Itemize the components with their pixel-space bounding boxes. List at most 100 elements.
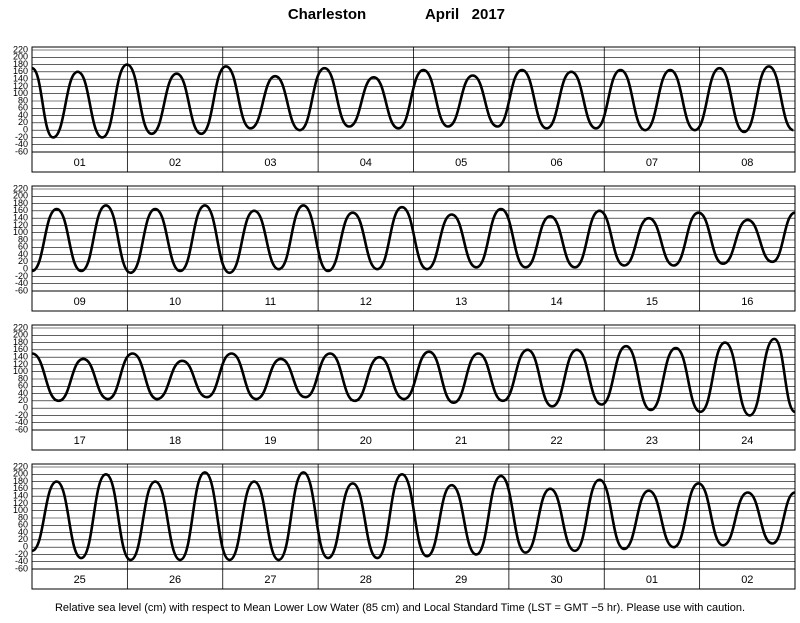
- day-label: 01: [646, 574, 658, 586]
- day-label: 21: [455, 435, 467, 447]
- y-tick-label: 180: [13, 337, 28, 347]
- y-tick-label: 220: [13, 44, 28, 54]
- y-tick-label: 180: [13, 59, 28, 69]
- y-tick-label: 40: [18, 388, 28, 398]
- day-label: 02: [741, 574, 753, 586]
- y-tick-label: 80: [18, 512, 28, 522]
- y-tick-label: 120: [13, 220, 28, 230]
- day-label: 26: [169, 574, 181, 586]
- day-label: 12: [360, 296, 372, 308]
- day-label: 23: [646, 435, 658, 447]
- y-tick-label: 180: [13, 476, 28, 486]
- y-tick-label: 120: [13, 498, 28, 508]
- panel-frame: [31, 185, 796, 312]
- footer-note: Relative sea level (cm) with respect to …: [55, 602, 745, 614]
- y-tick-label: 140: [13, 352, 28, 362]
- y-tick-label: 0: [23, 403, 28, 413]
- day-label: 22: [550, 435, 562, 447]
- day-label: 25: [74, 574, 86, 586]
- day-label: 07: [646, 157, 658, 169]
- day-label: 15: [646, 296, 658, 308]
- y-tick-label: 160: [13, 205, 28, 215]
- y-tick-label: -40: [15, 417, 28, 427]
- tide-line: [31, 63, 794, 139]
- day-label: 10: [169, 296, 181, 308]
- day-label: 29: [455, 574, 467, 586]
- panel-frame: [31, 324, 796, 451]
- y-tick-label: 140: [13, 213, 28, 223]
- y-tick-label: 0: [23, 264, 28, 274]
- y-tick-label: 200: [13, 469, 28, 479]
- y-tick-label: 100: [13, 505, 28, 515]
- y-tick-label: 120: [13, 359, 28, 369]
- y-tick-label: 220: [13, 183, 28, 193]
- day-label: 03: [264, 157, 276, 169]
- y-tick-label: 40: [18, 110, 28, 120]
- tide-line: [31, 471, 796, 562]
- y-tick-label: 20: [18, 256, 28, 266]
- y-tick-label: -60: [15, 563, 28, 573]
- day-label: 19: [264, 435, 276, 447]
- day-label: 11: [265, 296, 276, 308]
- tide-line: [31, 204, 796, 275]
- y-tick-label: -20: [15, 132, 28, 142]
- y-tick-label: 180: [13, 198, 28, 208]
- y-tick-label: 200: [13, 52, 28, 62]
- y-tick-label: 100: [13, 88, 28, 98]
- y-tick-label: 80: [18, 373, 28, 383]
- y-tick-label: 20: [18, 117, 28, 127]
- y-tick-label: 160: [13, 483, 28, 493]
- y-tick-label: 220: [13, 461, 28, 471]
- y-tick-label: 80: [18, 95, 28, 105]
- y-tick-label: 100: [13, 366, 28, 376]
- y-tick-label: 200: [13, 330, 28, 340]
- tide-line: [31, 337, 796, 417]
- y-tick-label: 80: [18, 234, 28, 244]
- day-label: 17: [74, 435, 86, 447]
- y-tick-label: 140: [13, 491, 28, 501]
- title-location: Charleston: [288, 6, 366, 23]
- y-tick-label: 40: [18, 527, 28, 537]
- y-tick-label: 160: [13, 66, 28, 76]
- title-period: April 2017: [425, 6, 505, 23]
- y-tick-label: -60: [15, 285, 28, 295]
- y-tick-label: 60: [18, 520, 28, 530]
- y-tick-label: -60: [15, 146, 28, 156]
- day-label: 01: [74, 157, 86, 169]
- y-tick-label: 200: [13, 191, 28, 201]
- day-label: 09: [74, 296, 86, 308]
- panel-frame: [31, 46, 796, 173]
- y-tick-label: -40: [15, 556, 28, 566]
- y-tick-label: 60: [18, 103, 28, 113]
- y-tick-label: -40: [15, 278, 28, 288]
- day-label: 04: [360, 157, 372, 169]
- day-label: 06: [550, 157, 562, 169]
- day-label: 16: [741, 296, 753, 308]
- y-tick-label: 0: [23, 542, 28, 552]
- day-label: 13: [455, 296, 467, 308]
- y-tick-label: 120: [13, 81, 28, 91]
- y-tick-label: -60: [15, 424, 28, 434]
- day-label: 27: [264, 574, 276, 586]
- day-label: 30: [550, 574, 562, 586]
- panel-frame: [31, 463, 796, 590]
- day-label: 28: [360, 574, 372, 586]
- y-tick-label: 40: [18, 249, 28, 259]
- day-label: 08: [741, 157, 753, 169]
- y-tick-label: 160: [13, 344, 28, 354]
- y-tick-label: -20: [15, 410, 28, 420]
- day-label: 18: [169, 435, 181, 447]
- day-label: 02: [169, 157, 181, 169]
- y-tick-label: 0: [23, 125, 28, 135]
- y-tick-label: 140: [13, 74, 28, 84]
- y-tick-label: -20: [15, 549, 28, 559]
- day-label: 20: [360, 435, 372, 447]
- y-tick-label: 100: [13, 227, 28, 237]
- y-tick-label: -20: [15, 271, 28, 281]
- day-label: 05: [455, 157, 467, 169]
- day-label: 24: [741, 435, 753, 447]
- y-tick-label: 220: [13, 322, 28, 332]
- y-tick-label: 20: [18, 534, 28, 544]
- y-tick-label: -40: [15, 139, 28, 149]
